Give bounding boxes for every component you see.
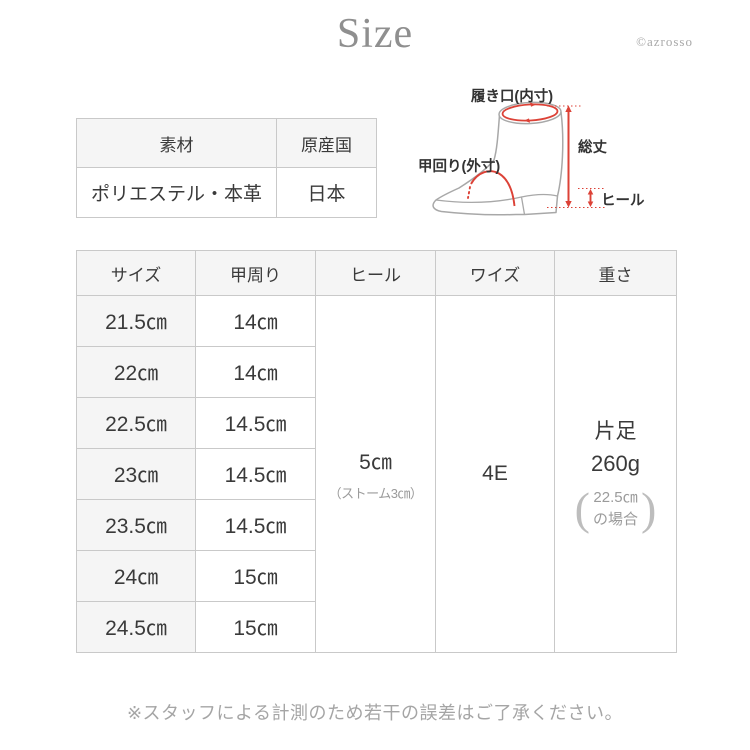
size-cell: 23㎝	[76, 448, 196, 500]
width-value-cell: 4E	[435, 295, 555, 653]
weight-paren-close: )	[641, 483, 657, 535]
weight-note: ( 22.5㎝ の場合 )	[555, 483, 676, 535]
page-title: Size	[336, 11, 414, 57]
weight-line1: 片足	[594, 420, 637, 444]
heel-value: 5㎝	[359, 451, 392, 474]
size-row: 23.5㎝ 14.5㎝	[76, 499, 677, 551]
size-row: 24.5㎝ 15㎝	[76, 601, 677, 653]
heel-value-cell: 5㎝ （ストーム3㎝）	[315, 295, 436, 653]
girth-cell: 15㎝	[195, 550, 316, 602]
material-table: 素材 原産国 ポリエステル・本革 日本	[76, 118, 377, 218]
size-row: 22㎝ 14㎝	[76, 346, 677, 398]
heel-arrowheads	[587, 189, 594, 207]
weight-note-lines: 22.5㎝ の場合	[593, 487, 638, 531]
instep-measure-arc	[470, 170, 516, 207]
instep-label: 甲回り(外寸)	[418, 157, 500, 175]
size-row: 24㎝ 15㎝	[76, 550, 677, 602]
size-cell: 24.5㎝	[76, 601, 196, 653]
girth-cell: 15㎝	[195, 601, 316, 653]
girth-cell: 14.5㎝	[195, 397, 316, 449]
girth-cell: 14㎝	[195, 295, 316, 347]
size-header: サイズ	[76, 250, 196, 296]
weight-paren-open: (	[574, 483, 590, 535]
size-row: 21.5㎝ 14㎝ 5㎝ （ストーム3㎝） 4E 片足 260g ( 22.5㎝	[76, 295, 677, 653]
boot-heel-line	[520, 193, 558, 215]
weight-note-line1: 22.5㎝	[593, 489, 638, 507]
size-table-header-row: サイズ 甲周り ヒール ワイズ 重さ	[76, 250, 677, 296]
weight-header: 重さ	[554, 250, 677, 296]
heel-label: ヒール	[601, 192, 645, 209]
size-cell: 24㎝	[76, 550, 196, 602]
size-cell: 22.5㎝	[76, 397, 196, 449]
size-cell: 23.5㎝	[76, 499, 196, 551]
boot-measurement-diagram: 履き口(内寸) 甲回り(外寸) 総丈 ヒール	[405, 75, 665, 230]
girth-cell: 14.5㎝	[195, 448, 316, 500]
size-cell: 22㎝	[76, 346, 196, 398]
measurement-disclaimer: ※スタッフによる計測のため若干の誤差はご了承ください。	[126, 703, 624, 723]
boot-diagram-svg: 履き口(内寸) 甲回り(外寸) 総丈 ヒール	[418, 87, 645, 216]
size-cell: 21.5㎝	[76, 295, 196, 347]
size-row: 22.5㎝ 14.5㎝	[76, 397, 677, 449]
material-header: 素材	[76, 118, 277, 168]
girth-header: 甲周り	[195, 250, 316, 296]
girth-cell: 14.5㎝	[195, 499, 316, 551]
brand-copyright: ©azrosso	[636, 34, 693, 49]
material-header-row: 素材 原産国	[76, 118, 377, 168]
opening-arrowheads	[524, 102, 536, 123]
width-header: ワイズ	[435, 250, 555, 296]
heel-header: ヒール	[315, 250, 436, 296]
size-row: 23㎝ 14.5㎝	[76, 448, 677, 500]
material-value-row: ポリエステル・本革 日本	[76, 167, 377, 218]
boot-outline	[432, 111, 564, 216]
weight-line2: 260g	[591, 450, 640, 476]
origin-value: 日本	[276, 167, 377, 218]
material-value: ポリエステル・本革	[76, 167, 277, 218]
weight-note-line2: の場合	[592, 511, 638, 529]
opening-measure-ellipse	[501, 103, 559, 122]
origin-header: 原産国	[276, 118, 377, 168]
total-height-label: 総丈	[578, 138, 607, 156]
size-spec-table: サイズ 甲周り ヒール ワイズ 重さ 21.5㎝ 14㎝ 5㎝ （ストーム3㎝）…	[76, 250, 677, 653]
heel-note: （ストーム3㎝）	[328, 486, 423, 501]
instep-dotted-tail	[467, 186, 471, 199]
weight-value-cell: 片足 260g ( 22.5㎝ の場合 )	[554, 295, 677, 653]
width-value: 4E	[482, 462, 508, 485]
opening-label: 履き口(内寸)	[471, 87, 553, 105]
girth-cell: 14㎝	[195, 346, 316, 398]
